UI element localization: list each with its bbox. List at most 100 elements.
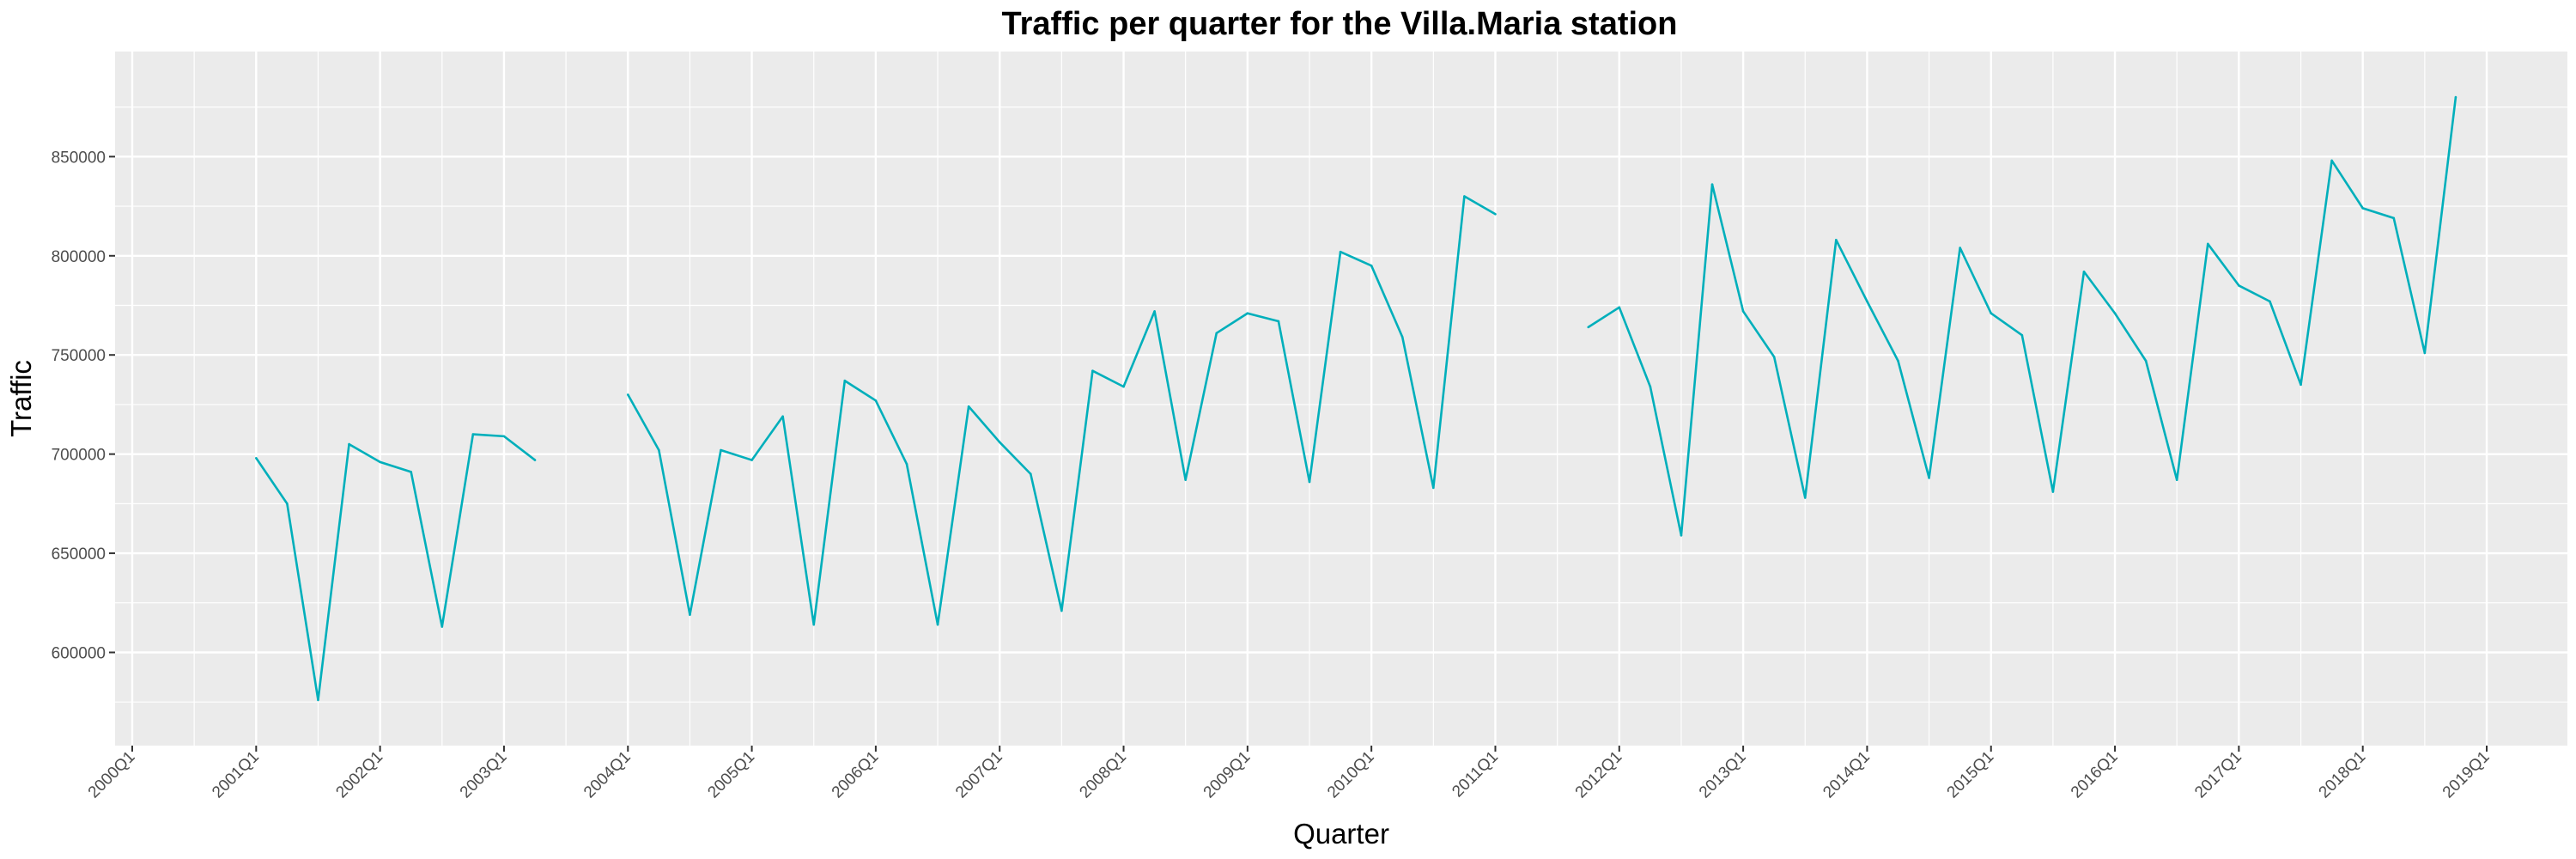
data-point (1060, 609, 1063, 612)
data-point (317, 698, 319, 702)
y-tick-label: 650000 (52, 545, 106, 564)
x-axis: 2000Q1 2001Q1 2002Q1 2003Q1 2004Q1 2005Q1 2006… (85, 746, 2494, 801)
x-tick-label: 2017Q1 (2191, 748, 2245, 802)
y-tick-label: 600000 (52, 644, 106, 662)
data-point (874, 399, 878, 402)
data-point (255, 456, 258, 460)
data-point (1587, 326, 1590, 329)
data-point (2330, 159, 2333, 162)
data-point (2175, 478, 2178, 481)
x-tick-label: 2001Q1 (209, 748, 263, 802)
data-point (1897, 359, 1899, 362)
data-point (1649, 385, 1652, 388)
plot-panel (115, 52, 2567, 746)
data-point (1772, 356, 1776, 358)
y-tick-label: 750000 (52, 347, 106, 365)
data-point (1215, 332, 1218, 335)
x-tick-label: 2007Q1 (952, 748, 1006, 802)
x-tick-label: 2011Q1 (1449, 748, 1502, 801)
data-point (1153, 310, 1156, 313)
data-point (1277, 320, 1280, 323)
x-tick-label: 2003Q1 (457, 748, 511, 802)
data-point (1959, 247, 1961, 249)
x-tick-label: 2015Q1 (1944, 748, 1998, 802)
x-tick-label: 2010Q1 (1324, 748, 1378, 802)
data-point (348, 442, 350, 446)
data-point (2206, 242, 2209, 246)
data-point (2392, 216, 2396, 220)
data-point (750, 459, 753, 461)
data-point (1339, 250, 1342, 253)
x-tick-label: 2013Q1 (1696, 748, 1750, 802)
data-point (440, 625, 444, 628)
data-point (1370, 265, 1373, 267)
data-point (2238, 284, 2240, 287)
data-point (2269, 300, 2271, 303)
data-point (1400, 336, 1404, 338)
minor-gridlines (115, 52, 2567, 746)
data-point (1432, 486, 1435, 490)
data-point (812, 623, 816, 626)
data-point (1618, 306, 1621, 309)
data-point (626, 393, 629, 396)
data-point (2020, 333, 2024, 337)
x-tick-label: 2016Q1 (2068, 748, 2122, 802)
data-point (936, 623, 939, 626)
data-point (720, 448, 722, 452)
data-point (2361, 207, 2364, 210)
data-point (658, 448, 660, 452)
data-point (471, 433, 475, 436)
chart-title: Traffic per quarter for the Villa.Maria … (1002, 6, 1678, 42)
data-point (1990, 312, 1993, 315)
x-tick-label: 2018Q1 (2316, 748, 2370, 802)
x-tick-label: 2014Q1 (1820, 748, 1874, 802)
data-point (2144, 359, 2148, 362)
data-point (843, 379, 847, 382)
data-point (2082, 270, 2086, 273)
data-point (1835, 239, 1838, 241)
x-axis-title: Quarter (1293, 818, 1389, 850)
data-point (2051, 490, 2055, 493)
x-tick-label: 2002Q1 (332, 748, 386, 802)
y-tick-label: 850000 (52, 149, 106, 167)
y-axis: 600000 650000 700000 750000 800000 850000 (52, 149, 115, 662)
data-point (967, 405, 970, 408)
data-point (905, 462, 908, 466)
x-tick-label: 2006Q1 (829, 748, 883, 802)
y-axis-title: Traffic (5, 360, 37, 437)
x-tick-label: 2008Q1 (1076, 748, 1130, 802)
data-point (2113, 312, 2117, 315)
data-point (1928, 477, 1930, 479)
y-tick-label: 800000 (52, 248, 106, 266)
data-point (1029, 472, 1032, 476)
data-point (1184, 478, 1187, 481)
data-point (2423, 351, 2427, 355)
data-point (1091, 369, 1094, 372)
data-point (781, 415, 784, 418)
data-point (1308, 480, 1311, 484)
x-tick-label: 2012Q1 (1572, 748, 1626, 802)
data-point (1246, 312, 1249, 315)
data-point (1741, 310, 1745, 313)
data-point (1463, 195, 1466, 198)
data-point (502, 435, 506, 438)
y-tick-label: 700000 (52, 447, 106, 465)
x-tick-label: 2004Q1 (580, 748, 635, 802)
x-tick-label: 2000Q1 (85, 748, 139, 802)
data-point (286, 503, 289, 505)
data-point (1494, 213, 1497, 216)
x-tick-label: 2005Q1 (704, 748, 758, 802)
major-gridlines (115, 52, 2567, 746)
data-point (998, 441, 1001, 444)
series-line-segment (255, 433, 536, 702)
data-point (1866, 300, 1868, 303)
data-point (2300, 383, 2302, 387)
data-point (689, 613, 691, 616)
x-tick-label: 2019Q1 (2439, 748, 2494, 802)
data-point (1710, 183, 1714, 186)
data-point (410, 471, 413, 473)
data-point (1122, 385, 1125, 388)
data-point (1803, 497, 1807, 499)
